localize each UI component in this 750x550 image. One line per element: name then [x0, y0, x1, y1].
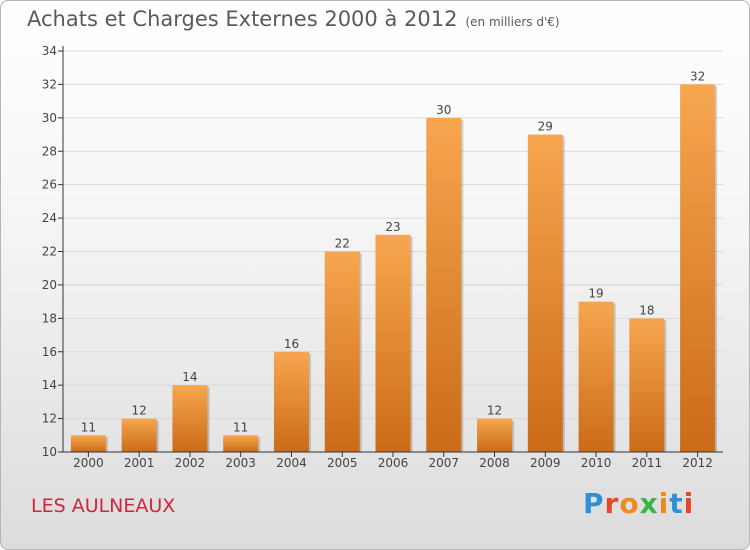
data-label: 32 [690, 69, 705, 83]
commune-name: LES AULNEAUX [31, 495, 176, 517]
bar [172, 385, 208, 452]
data-label: 12 [132, 404, 147, 418]
x-tick-label: 2006 [378, 456, 409, 470]
x-tick-label: 2012 [682, 456, 713, 470]
bar [273, 351, 309, 452]
data-label: 22 [335, 237, 350, 251]
data-label: 11 [81, 420, 96, 434]
x-tick-label: 2002 [175, 456, 206, 470]
axes [58, 46, 723, 457]
data-label: 16 [284, 337, 299, 351]
data-label: 19 [588, 287, 603, 301]
y-tick-label: 14 [42, 378, 57, 392]
bar [477, 418, 513, 452]
y-tick-label: 26 [42, 178, 57, 192]
x-tick-label: 2003 [225, 456, 256, 470]
bar [680, 84, 716, 453]
y-tick-label: 16 [42, 345, 57, 359]
chart-subtitle: (en milliers d'€) [465, 15, 560, 29]
y-tick-label: 10 [42, 445, 57, 459]
y-tick-label: 20 [42, 278, 57, 292]
y-tick-label: 28 [42, 144, 57, 158]
x-tick-label: 2005 [327, 456, 358, 470]
logo-letter: x [639, 487, 659, 520]
x-tick-label: 2007 [428, 456, 459, 470]
y-tick-label: 12 [42, 412, 57, 426]
y-tick-label: 22 [42, 245, 57, 259]
bar [578, 301, 614, 452]
bar [223, 435, 259, 452]
data-label: 23 [385, 220, 400, 234]
y-tick-label: 32 [42, 77, 57, 91]
bar [527, 134, 563, 452]
y-tick-label: 18 [42, 311, 57, 325]
x-tick-label: 2008 [479, 456, 510, 470]
chart-title: Achats et Charges Externes 2000 à 2012 (e… [27, 7, 560, 31]
bar [629, 318, 665, 452]
logo-letter: o [619, 487, 640, 520]
y-tick-label: 34 [42, 44, 57, 58]
bar [324, 251, 360, 452]
chart-title-text: Achats et Charges Externes 2000 à 2012 [27, 7, 458, 31]
bar [426, 117, 462, 452]
bar [375, 234, 411, 452]
logo-letter: t [669, 487, 684, 520]
bars [70, 84, 718, 453]
y-tick-label: 30 [42, 111, 57, 125]
data-label: 29 [538, 120, 553, 134]
logo-letter: i [683, 487, 695, 520]
data-label: 14 [182, 370, 197, 384]
x-tick-label: 2001 [124, 456, 155, 470]
data-label: 11 [233, 420, 248, 434]
logo-letter: P [583, 487, 605, 520]
x-tick-label: 2000 [73, 456, 104, 470]
y-tick-label: 24 [42, 211, 57, 225]
labels: 10 12 14 16 18 20 22 24 26 28 30 32 34 11 2000 12 2001 14… [42, 44, 713, 470]
x-tick-label: 2004 [276, 456, 307, 470]
x-tick-label: 2010 [581, 456, 612, 470]
x-tick-label: 2009 [530, 456, 561, 470]
proxiti-logo: Proxiti [583, 487, 694, 520]
data-label: 30 [436, 103, 451, 117]
logo-letter: r [604, 487, 620, 520]
data-label: 12 [487, 404, 502, 418]
x-tick-label: 2011 [632, 456, 663, 470]
bar [70, 435, 106, 452]
data-label: 18 [639, 303, 654, 317]
logo-letter: i [658, 487, 670, 520]
bar [121, 418, 157, 452]
